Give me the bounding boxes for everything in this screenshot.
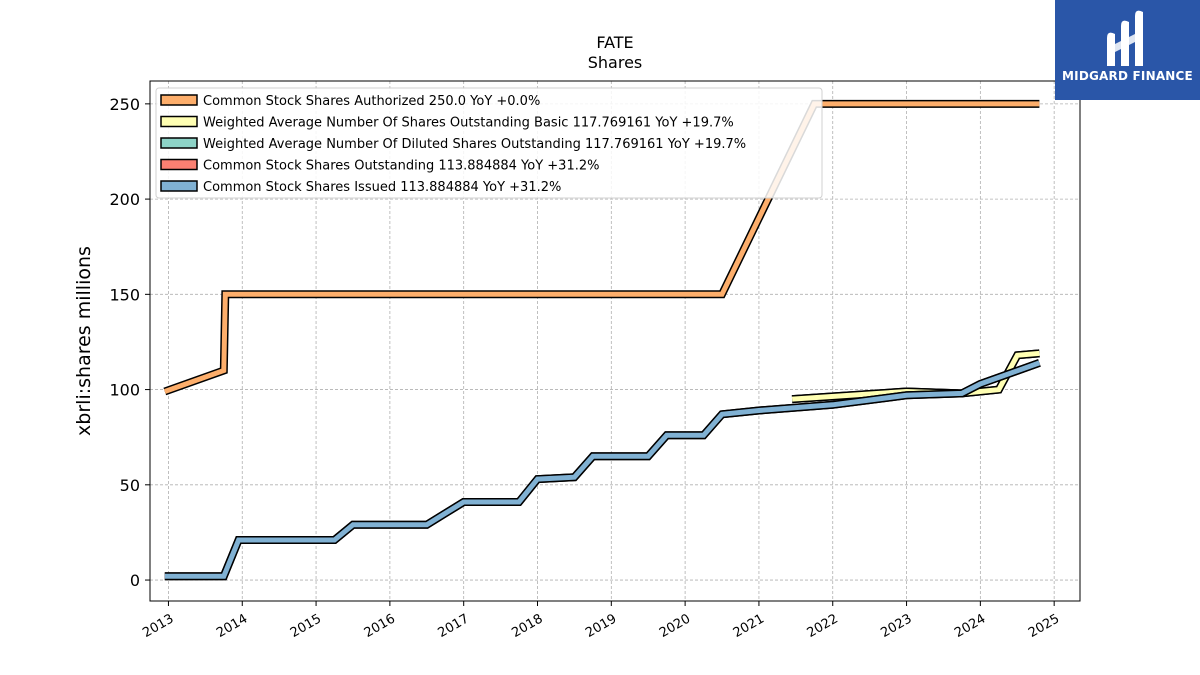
legend-label-1: Weighted Average Number Of Shares Outsta… xyxy=(203,116,734,131)
y-axis: 0 50 100 150 200 250 xyxy=(109,95,150,590)
y-tick-label-100: 100 xyxy=(109,381,140,400)
x-tick-label-2013: 2013 xyxy=(140,611,176,641)
series-line-1 xyxy=(791,350,1040,402)
y-tick-label-200: 200 xyxy=(109,190,140,209)
x-tick-label-2016: 2016 xyxy=(362,611,398,641)
midgard-finance-logo: MIDGARD FINANCE xyxy=(1055,0,1200,100)
legend-swatch-4 xyxy=(160,180,198,192)
legend-swatch-1 xyxy=(160,115,198,128)
y-tick-label-150: 150 xyxy=(109,285,140,304)
x-tick-label-2024: 2024 xyxy=(952,611,988,641)
legend-label-4: Common Stock Shares Issued 113.884884 Yo… xyxy=(203,180,561,195)
legend-label-2: Weighted Average Number Of Diluted Share… xyxy=(203,137,746,152)
y-tick-label-50: 50 xyxy=(120,476,140,495)
chart-subtitle: Shares xyxy=(588,53,643,72)
series-layer xyxy=(163,99,1041,581)
x-tick-label-2018: 2018 xyxy=(509,611,545,641)
x-tick-label-2022: 2022 xyxy=(805,611,841,641)
x-tick-label-2019: 2019 xyxy=(583,611,619,641)
legend-swatch-0 xyxy=(160,94,198,106)
midgard-logo-icon xyxy=(1107,10,1143,67)
x-tick-label-2014: 2014 xyxy=(214,611,250,641)
legend-swatch-3 xyxy=(160,158,198,171)
x-tick-label-2025: 2025 xyxy=(1026,611,1062,641)
x-tick-label-2017: 2017 xyxy=(436,611,472,641)
x-tick-label-2021: 2021 xyxy=(731,611,767,641)
legend: Common Stock Shares Authorized 250.0 YoY… xyxy=(155,87,823,199)
y-axis-label: xbrli:shares millions xyxy=(73,246,95,436)
chart-title: FATE xyxy=(596,33,633,52)
legend-label-3: Common Stock Shares Outstanding 113.8848… xyxy=(203,159,599,174)
x-tick-label-2020: 2020 xyxy=(657,611,693,641)
x-tick-label-2023: 2023 xyxy=(878,611,914,641)
series-line-4 xyxy=(164,360,1041,579)
y-tick-label-250: 250 xyxy=(109,95,140,114)
logo-text: MIDGARD FINANCE xyxy=(1062,69,1193,83)
x-axis: 2013 2014 2015 2016 2017 2018 2019 2020 2021 2022… xyxy=(140,601,1062,641)
y-tick-label-0: 0 xyxy=(130,571,140,590)
legend-label-0: Common Stock Shares Authorized 250.0 YoY… xyxy=(203,94,540,109)
x-tick-label-2015: 2015 xyxy=(288,611,324,641)
legend-swatch-2 xyxy=(160,137,198,149)
legend-box xyxy=(155,87,823,199)
series-line-0 xyxy=(163,101,1040,394)
plot-frame xyxy=(149,80,1081,602)
